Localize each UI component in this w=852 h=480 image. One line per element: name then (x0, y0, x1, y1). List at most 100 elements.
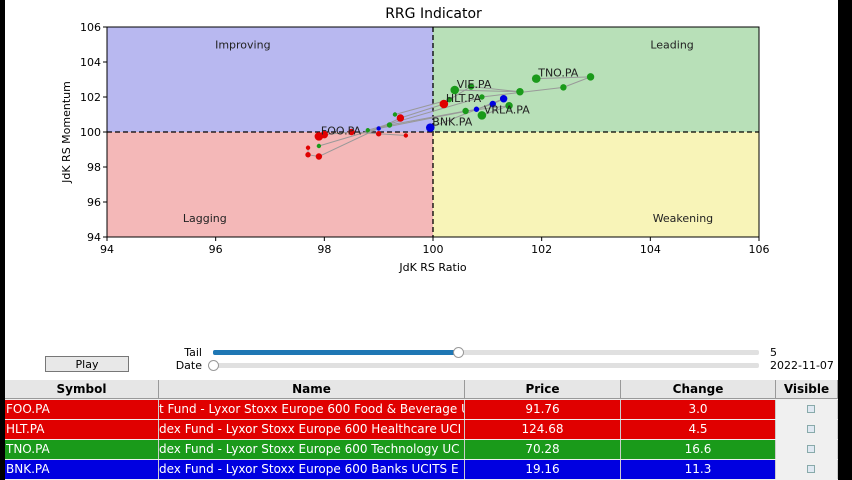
point-hlt-pa-0 (305, 145, 311, 150)
symbol-cell: FOO.PA (5, 400, 159, 419)
point-bnk-pa-2 (489, 100, 496, 108)
y-tick-label: 98 (87, 161, 101, 174)
point-vie-pa-1 (446, 96, 452, 103)
symbol-table: Symbol Name Price Change Visible FOO.PA t Fund… (5, 380, 838, 480)
point-vrla-pa-1 (386, 122, 393, 128)
visible-checkbox[interactable] (807, 405, 815, 413)
change-cell: 11.3 (621, 460, 776, 479)
visible-checkbox[interactable] (807, 445, 815, 453)
quadrant-label-lagging: Lagging (183, 212, 227, 225)
visible-cell (776, 440, 838, 459)
symbol-cell: TNO.PA (5, 440, 159, 459)
point-vrla-pa-3 (505, 102, 513, 110)
series-label-hlt-pa: HLT.PA (446, 92, 482, 105)
name-cell: t Fund - Lyxor Stoxx Europe 600 Food & B… (159, 400, 465, 419)
column-header-name[interactable]: Name (159, 380, 465, 399)
price-cell: 19.16 (465, 460, 621, 479)
name-cell: dex Fund - Lyxor Stoxx Europe 600 Banks … (159, 460, 465, 479)
quadrant-label-leading: Leading (650, 39, 693, 52)
point-bnk-pa-1 (473, 106, 480, 112)
x-tick-label: 98 (317, 243, 331, 256)
play-button[interactable]: Play (45, 356, 129, 372)
chart-title: RRG Indicator (385, 6, 482, 22)
y-tick-label: 106 (80, 21, 101, 34)
visible-cell (776, 460, 838, 479)
quadrant-lagging (107, 132, 433, 237)
symbol-cell: BNK.PA (5, 460, 159, 479)
x-tick-label: 94 (100, 243, 114, 256)
point-vie-pa-3 (516, 88, 524, 96)
tail-slider-handle[interactable] (453, 347, 465, 358)
y-tick-label: 94 (87, 231, 101, 244)
date-slider-handle[interactable] (207, 360, 219, 371)
x-tick-label: 104 (640, 243, 661, 256)
visible-checkbox[interactable] (807, 465, 815, 473)
point-foo-pa-1 (375, 131, 382, 137)
symbol-cell: HLT.PA (5, 420, 159, 439)
point-hlt-pa-1 (305, 152, 311, 158)
y-axis-label: JdK RS Momentum (60, 81, 73, 184)
point-hlt-pa-2 (315, 153, 323, 160)
series-label-bnk-pa: BNK.PA (432, 116, 472, 129)
column-header-symbol[interactable]: Symbol (5, 380, 159, 399)
y-tick-label: 96 (87, 196, 101, 209)
tail-slider-value: 5 (770, 346, 777, 359)
point-tno-pa-0 (365, 128, 370, 133)
window-frame-right (838, 0, 852, 480)
series-label-tno-pa: TNO.PA (537, 67, 579, 80)
series-label-foo-pa: FOO.PA (321, 124, 362, 137)
x-tick-label: 96 (209, 243, 223, 256)
date-slider-label: Date (175, 359, 202, 372)
tail-slider-track[interactable] (213, 350, 759, 355)
point-bnk-pa-0 (376, 126, 381, 131)
quadrant-label-improving: Improving (215, 39, 270, 52)
x-tick-label: 102 (531, 243, 552, 256)
tail-slider-label: Tail (184, 346, 202, 359)
series-label-vie-pa: VIE.PA (457, 78, 492, 91)
point-tno-pa-1 (479, 94, 485, 100)
name-cell: dex Fund - Lyxor Stoxx Europe 600 Techno… (159, 440, 465, 459)
point-vrla-pa-4 (477, 111, 487, 120)
visible-cell (776, 400, 838, 419)
y-tick-label: 104 (80, 56, 101, 69)
point-vrla-pa-0 (316, 143, 322, 149)
table-row[interactable]: HLT.PA dex Fund - Lyxor Stoxx Europe 600 … (5, 420, 838, 439)
point-vrla-pa-2 (462, 107, 469, 115)
y-tick-label: 100 (80, 126, 101, 139)
point-foo-pa-0 (403, 133, 409, 138)
rrg-chart: RRG Indicator Improving Leading Lagging Wea… (60, 6, 770, 274)
point-foo-pa-2 (348, 128, 355, 136)
point-tno-pa-2 (560, 84, 567, 91)
table-row[interactable]: TNO.PA dex Fund - Lyxor Stoxx Europe 600 … (5, 440, 838, 459)
price-cell: 91.76 (465, 400, 621, 419)
x-tick-label: 106 (749, 243, 770, 256)
change-cell: 16.6 (621, 440, 776, 459)
date-slider-value: 2022-11-07 (770, 359, 834, 372)
visible-cell (776, 420, 838, 439)
column-header-price[interactable]: Price (465, 380, 621, 399)
price-cell: 124.68 (465, 420, 621, 439)
column-header-change[interactable]: Change (621, 380, 776, 399)
x-tick-label: 100 (423, 243, 444, 256)
table-row[interactable]: BNK.PA dex Fund - Lyxor Stoxx Europe 600 … (5, 460, 838, 479)
table-row[interactable]: FOO.PA t Fund - Lyxor Stoxx Europe 600 Fo… (5, 400, 838, 419)
point-vie-pa-2 (467, 83, 475, 90)
window-frame-left (0, 0, 5, 480)
change-cell: 4.5 (621, 420, 776, 439)
quadrant-weakening (433, 132, 759, 237)
point-vie-pa-0 (392, 112, 398, 117)
quadrant-leading (433, 27, 759, 132)
column-header-visible[interactable]: Visible (776, 380, 838, 399)
visible-checkbox[interactable] (807, 425, 815, 433)
point-bnk-pa-3 (499, 95, 508, 103)
name-cell: dex Fund - Lyxor Stoxx Europe 600 Health… (159, 420, 465, 439)
point-tno-pa-3 (586, 73, 595, 81)
quadrant-improving (107, 27, 433, 132)
x-axis-label: JdK RS Ratio (398, 261, 467, 274)
change-cell: 3.0 (621, 400, 776, 419)
point-hlt-pa-3 (396, 114, 405, 122)
point-hlt-pa-4 (439, 99, 449, 109)
date-slider-track[interactable] (213, 363, 759, 368)
quadrant-label-weakening: Weakening (653, 212, 713, 225)
point-bnk-pa-4 (425, 123, 435, 132)
